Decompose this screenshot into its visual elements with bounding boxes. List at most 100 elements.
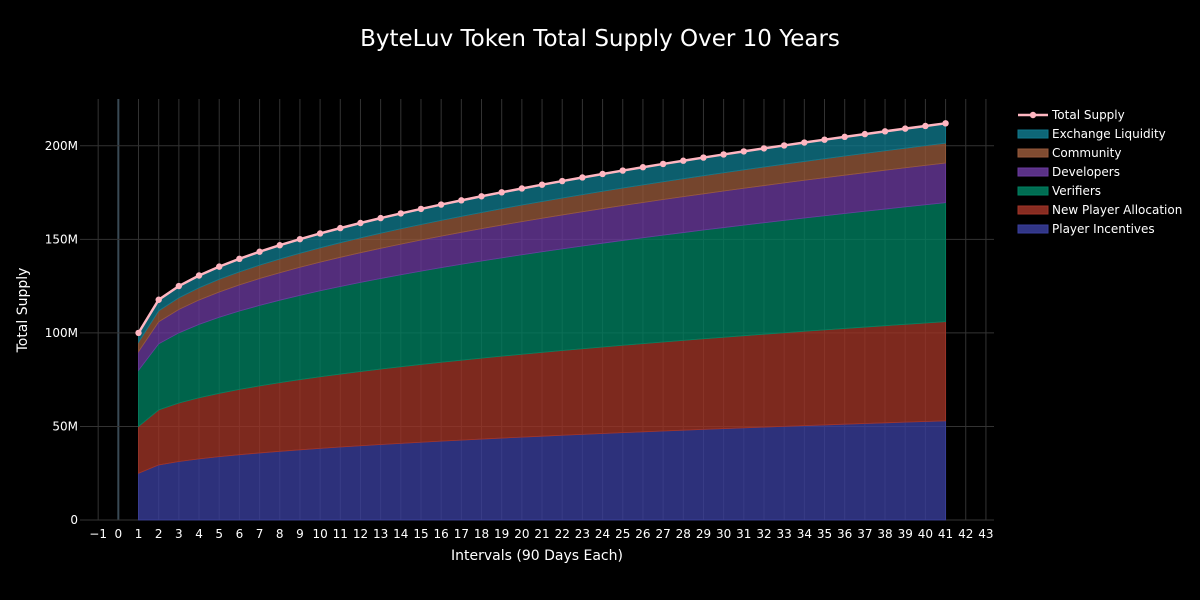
legend-swatch <box>1017 167 1049 177</box>
total-supply-point <box>639 164 647 171</box>
x-tick-label: 43 <box>978 527 993 541</box>
total-supply-point <box>680 157 687 164</box>
x-tick-label: 23 <box>575 527 590 541</box>
legend-item-verifiers[interactable]: Verifiers <box>1017 184 1101 198</box>
y-axis-title: Total Supply <box>15 268 31 354</box>
x-tick-label: 21 <box>534 527 549 541</box>
x-tick-label: 35 <box>817 527 832 541</box>
legend-label: Total Supply <box>1051 108 1125 122</box>
x-tick-label: 33 <box>777 527 792 541</box>
total-supply-point <box>559 177 566 185</box>
total-supply-point <box>337 224 344 232</box>
total-supply-point <box>296 235 304 243</box>
x-tick-label: 17 <box>454 527 469 541</box>
total-supply-point <box>498 189 505 196</box>
total-supply-point <box>599 170 606 178</box>
total-supply-point <box>256 248 263 255</box>
legend-swatch <box>1017 148 1049 158</box>
x-tick-label: 40 <box>918 527 933 541</box>
legend-label: Player Incentives <box>1052 222 1155 236</box>
total-supply-point <box>780 142 788 149</box>
x-tick-label: 38 <box>877 527 892 541</box>
x-tick-label: 4 <box>195 527 203 541</box>
total-supply-point <box>538 181 546 188</box>
x-tick-label: 24 <box>595 527 610 541</box>
total-supply-point <box>922 122 929 130</box>
x-tick-label: 42 <box>958 527 973 541</box>
legend-label: Community <box>1052 146 1121 160</box>
legend-label: New Player Allocation <box>1052 203 1182 217</box>
legend-marker <box>1029 111 1037 119</box>
x-tick-label: 12 <box>353 527 368 541</box>
y-tick-label: 150M <box>45 232 78 246</box>
total-supply-point <box>942 120 949 127</box>
x-tick-label: −1 <box>89 527 107 541</box>
total-supply-line <box>135 120 949 337</box>
total-supply-point <box>861 130 869 138</box>
legend-swatch <box>1017 205 1049 215</box>
total-supply-point <box>518 185 526 192</box>
x-tick-label: 14 <box>393 527 408 541</box>
x-axis-title: Intervals (90 Days Each) <box>451 548 623 564</box>
total-supply-point <box>458 197 465 204</box>
x-tick-label: 7 <box>256 527 264 541</box>
legend-label: Verifiers <box>1052 184 1101 198</box>
x-tick-label: 28 <box>676 527 691 541</box>
total-supply-point <box>397 210 405 217</box>
legend[interactable]: Total Supply Exchange Liquidity Community D… <box>1017 108 1182 236</box>
x-tick-label: 25 <box>615 527 630 541</box>
total-supply-point <box>377 214 384 222</box>
x-tick-label: 19 <box>494 527 509 541</box>
x-tick-label: 1 <box>135 527 143 541</box>
total-supply-point <box>316 230 324 237</box>
total-supply-point <box>417 205 425 213</box>
total-supply-point <box>437 201 445 208</box>
x-tick-label: 9 <box>296 527 304 541</box>
legend-item-community[interactable]: Community <box>1017 146 1121 160</box>
legend-item-exchange-liquidity[interactable]: Exchange Liquidity <box>1017 127 1166 141</box>
legend-item-new-player-allocation[interactable]: New Player Allocation <box>1017 203 1182 217</box>
total-supply-point <box>579 174 586 181</box>
x-tick-label: 20 <box>514 527 529 541</box>
total-supply-point <box>841 133 848 141</box>
x-tick-label: 10 <box>312 527 327 541</box>
legend-item-player-incentives[interactable]: Player Incentives <box>1017 222 1155 236</box>
y-tick-label: 200M <box>45 139 78 153</box>
total-supply-point <box>135 329 142 337</box>
stacked-areas <box>138 122 946 521</box>
legend-item-total-supply[interactable]: Total Supply <box>1018 108 1125 122</box>
total-supply-point <box>357 219 364 227</box>
total-supply-point <box>740 148 748 155</box>
legend-swatch <box>1017 186 1049 196</box>
legend-swatch <box>1017 224 1049 234</box>
x-tick-label: 22 <box>555 527 570 541</box>
total-supply-point <box>216 263 223 270</box>
total-supply-point <box>619 167 626 174</box>
legend-item-developers[interactable]: Developers <box>1017 165 1120 179</box>
x-tick-label: 18 <box>474 527 489 541</box>
x-tick-label: 37 <box>857 527 872 541</box>
total-supply-point <box>175 282 183 290</box>
x-tick-label: 2 <box>155 527 163 541</box>
legend-swatch <box>1017 129 1049 139</box>
total-supply-point <box>881 128 889 135</box>
x-tick-label: 5 <box>215 527 223 541</box>
x-tick-label: 16 <box>434 527 449 541</box>
axes: −1 0 1 2 3 4 5 6 7 8 9 10 11 12 13 14 15 16 17 18 19 20 21 22 23… <box>45 139 994 541</box>
x-tick-label: 13 <box>373 527 388 541</box>
legend-label: Exchange Liquidity <box>1052 127 1166 141</box>
total-supply-point <box>760 145 768 152</box>
total-supply-point <box>801 139 808 146</box>
total-supply-point <box>195 272 203 279</box>
x-tick-label: 8 <box>276 527 284 541</box>
y-tick-label: 100M <box>45 326 78 340</box>
total-supply-point <box>659 160 667 168</box>
x-tick-label: 39 <box>898 527 913 541</box>
x-tick-label: 41 <box>938 527 953 541</box>
x-tick-label: 0 <box>115 527 123 541</box>
x-tick-label: 11 <box>333 527 348 541</box>
total-supply-point <box>478 193 485 200</box>
y-tick-label: 50M <box>52 419 78 433</box>
y-tick-label: 0 <box>70 513 78 527</box>
